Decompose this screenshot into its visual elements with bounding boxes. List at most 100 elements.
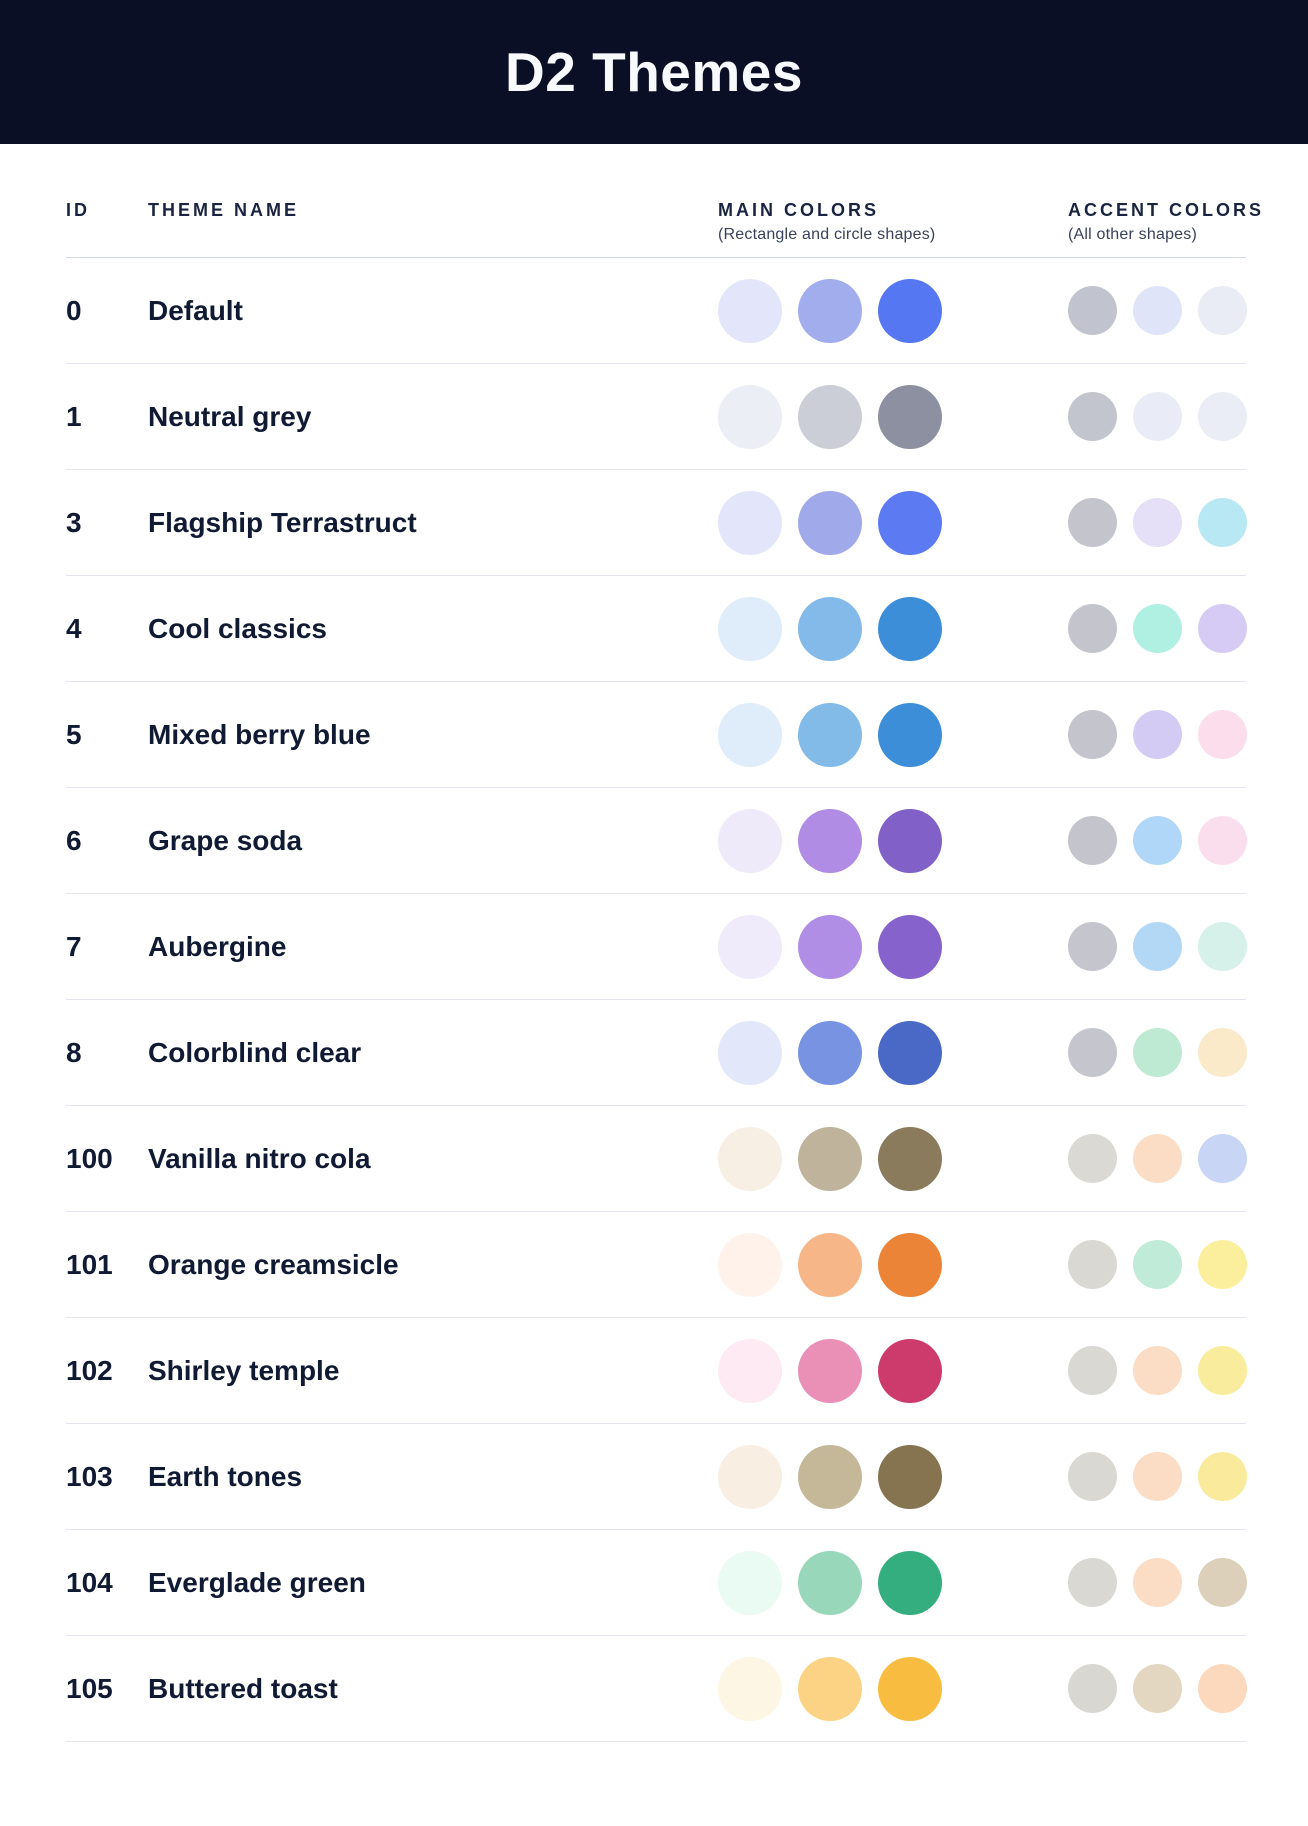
main-color-swatches [718, 1656, 1068, 1721]
main-color-swatch [878, 702, 942, 767]
accent-color-swatch [1198, 1558, 1247, 1607]
theme-name: Flagship Terrastruct [148, 506, 417, 538]
theme-id: 3 [66, 506, 82, 538]
theme-id: 4 [66, 612, 82, 644]
theme-name: Colorblind clear [148, 1036, 362, 1068]
accent-color-swatches [1068, 1346, 1247, 1395]
theme-id: 8 [66, 1036, 82, 1068]
theme-name: Earth tones [148, 1460, 303, 1492]
main-colors-label: MAIN COLORS [718, 200, 879, 220]
theme-id: 7 [66, 930, 82, 962]
main-color-swatch [798, 1126, 862, 1191]
theme-row: 104 Everglade green [66, 1530, 1247, 1636]
main-color-swatch [878, 1338, 942, 1403]
main-color-swatch [718, 1126, 782, 1191]
theme-id: 105 [66, 1672, 113, 1704]
accent-color-swatch [1198, 604, 1247, 653]
theme-row: 100 Vanilla nitro cola [66, 1106, 1247, 1212]
theme-row: 5 Mixed berry blue [66, 682, 1247, 788]
main-color-swatches [718, 384, 1068, 449]
accent-color-swatch [1068, 922, 1117, 971]
main-color-swatch [878, 1126, 942, 1191]
main-color-swatch [798, 490, 862, 555]
main-color-swatch [798, 596, 862, 661]
accent-color-swatch [1198, 1346, 1247, 1395]
main-color-swatch [798, 1020, 862, 1085]
theme-row: 4 Cool classics [66, 576, 1247, 682]
theme-name: Cool classics [148, 612, 327, 644]
accent-color-swatch [1068, 1664, 1117, 1713]
theme-id: 0 [66, 294, 82, 326]
accent-color-swatch [1198, 1028, 1247, 1077]
main-color-swatch [798, 1338, 862, 1403]
accent-color-swatch [1068, 604, 1117, 653]
accent-color-swatch [1133, 392, 1182, 441]
accent-color-swatch [1133, 816, 1182, 865]
theme-id: 103 [66, 1460, 113, 1492]
main-color-swatch [878, 490, 942, 555]
accent-color-swatch [1133, 1028, 1182, 1077]
accent-color-swatch [1068, 498, 1117, 547]
main-color-swatch [718, 808, 782, 873]
main-color-swatch [798, 278, 862, 343]
accent-colors-subtitle: (All other shapes) [1068, 226, 1197, 243]
main-color-swatch [718, 702, 782, 767]
accent-color-swatch [1133, 1664, 1182, 1713]
theme-id: 1 [66, 400, 82, 432]
accent-color-swatch [1198, 710, 1247, 759]
column-header-theme-name: THEME NAME [148, 200, 299, 220]
main-color-swatch [718, 1656, 782, 1721]
accent-color-swatch [1133, 710, 1182, 759]
accent-color-swatch [1068, 1028, 1117, 1077]
main-color-swatch [718, 1232, 782, 1297]
main-color-swatches [718, 1444, 1068, 1509]
main-color-swatch [878, 596, 942, 661]
accent-color-swatch [1133, 1240, 1182, 1289]
accent-color-swatches [1068, 1240, 1247, 1289]
accent-color-swatch [1198, 1240, 1247, 1289]
theme-row: 6 Grape soda [66, 788, 1247, 894]
main-color-swatches [718, 596, 1068, 661]
main-color-swatches [718, 702, 1068, 767]
main-color-swatch [718, 490, 782, 555]
main-color-swatch [718, 278, 782, 343]
column-header-accent-colors: ACCENT COLORS (All other shapes) [1068, 200, 1261, 244]
accent-color-swatch [1198, 286, 1247, 335]
main-color-swatch [718, 1444, 782, 1509]
theme-name: Buttered toast [148, 1672, 338, 1704]
accent-color-swatch [1198, 392, 1247, 441]
main-color-swatch [878, 1550, 942, 1615]
accent-color-swatches [1068, 1664, 1247, 1713]
theme-name: Everglade green [148, 1566, 366, 1598]
accent-color-swatch [1133, 1346, 1182, 1395]
theme-row: 8 Colorblind clear [66, 1000, 1247, 1106]
themes-table: ID THEME NAME MAIN COLORS (Rectangle and… [66, 144, 1261, 1742]
accent-color-swatches [1068, 392, 1247, 441]
table-header-row: ID THEME NAME MAIN COLORS (Rectangle and… [66, 144, 1261, 258]
main-color-swatch [798, 1444, 862, 1509]
main-color-swatches [718, 1020, 1068, 1085]
main-color-swatch [878, 384, 942, 449]
page-title: D2 Themes [505, 41, 803, 103]
accent-color-swatch [1133, 498, 1182, 547]
accent-color-swatch [1198, 1452, 1247, 1501]
theme-row: 7 Aubergine [66, 894, 1247, 1000]
theme-name: Vanilla nitro cola [148, 1142, 371, 1174]
accent-color-swatches [1068, 498, 1247, 547]
accent-color-swatch [1068, 816, 1117, 865]
main-colors-subtitle: (Rectangle and circle shapes) [718, 226, 936, 243]
theme-name: Default [148, 294, 243, 326]
accent-color-swatch [1068, 1346, 1117, 1395]
accent-color-swatch [1198, 1134, 1247, 1183]
theme-id: 6 [66, 824, 82, 856]
accent-color-swatch [1068, 286, 1117, 335]
accent-color-swatch [1133, 1452, 1182, 1501]
accent-color-swatch [1133, 1134, 1182, 1183]
theme-row: 3 Flagship Terrastruct [66, 470, 1247, 576]
accent-color-swatches [1068, 286, 1247, 335]
theme-name: Grape soda [148, 824, 303, 856]
main-color-swatch [878, 1020, 942, 1085]
main-color-swatch [798, 702, 862, 767]
accent-color-swatch [1133, 604, 1182, 653]
